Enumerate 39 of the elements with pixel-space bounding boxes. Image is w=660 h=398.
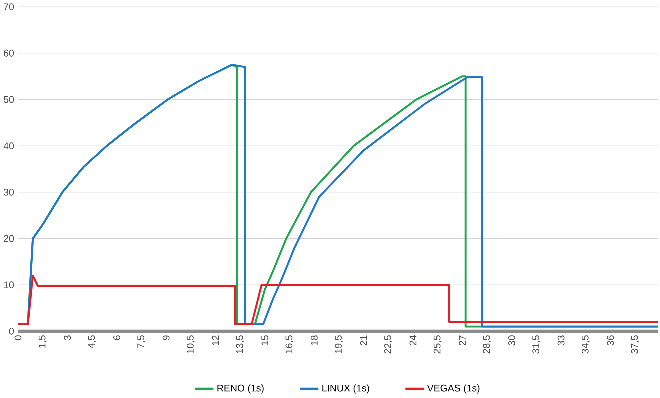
x-tick-label: 10,5 — [187, 336, 196, 354]
line-series — [27, 64, 658, 328]
x-tick-label: 3 — [64, 336, 72, 340]
x-tick-label: 28,5 — [483, 336, 492, 354]
legend-label: LINUX (1s) — [322, 384, 370, 394]
y-tick-label: 10 — [4, 282, 14, 289]
x-tick-label: 25,5 — [434, 336, 442, 354]
x-tick-label: 6 — [114, 336, 120, 340]
x-tick-label: 33 — [558, 336, 565, 346]
legend-label: RENO (1s) — [218, 384, 264, 394]
x-tick-label: 27 — [459, 336, 466, 346]
y-tick-label: 70 — [4, 4, 14, 11]
x-tick-label: 24 — [410, 336, 417, 346]
x-tick-label: 21 — [360, 336, 368, 346]
x-tick-label: 13,5 — [236, 336, 244, 354]
x-tick-label: 30 — [508, 336, 516, 346]
x-tick-label: 34,5 — [582, 336, 590, 354]
x-tick-label: 1,5 — [38, 336, 47, 348]
y-tick-label: 30 — [4, 189, 14, 196]
x-tick-label: 4,5 — [88, 336, 96, 349]
x-tick-label: 12 — [212, 336, 220, 346]
y-tick-label: 40 — [4, 142, 14, 150]
y-tick-label: 0 — [9, 328, 14, 336]
x-tick-label: 15 — [262, 336, 268, 346]
x-tick-label: 19,5 — [335, 336, 344, 354]
line-series — [18, 275, 658, 326]
y-tick-label: 50 — [4, 96, 14, 104]
x-tick-label: 18 — [311, 336, 318, 346]
x-tick-label: 9 — [162, 336, 170, 340]
y-tick-label: 20 — [4, 235, 14, 242]
y-tick-label: 60 — [4, 50, 14, 58]
x-tick-label: 7,5 — [138, 336, 146, 348]
x-tick-label: 37,5 — [631, 336, 640, 354]
x-tick-label: 22,5 — [384, 336, 393, 354]
x-tick-label: 31,5 — [532, 336, 541, 354]
legend-label: VEGAS (1s) — [427, 384, 480, 394]
x-tick-label: 16,5 — [286, 336, 294, 354]
x-tick-label: 0 — [14, 336, 22, 340]
x-tick-label: 36 — [607, 336, 614, 346]
